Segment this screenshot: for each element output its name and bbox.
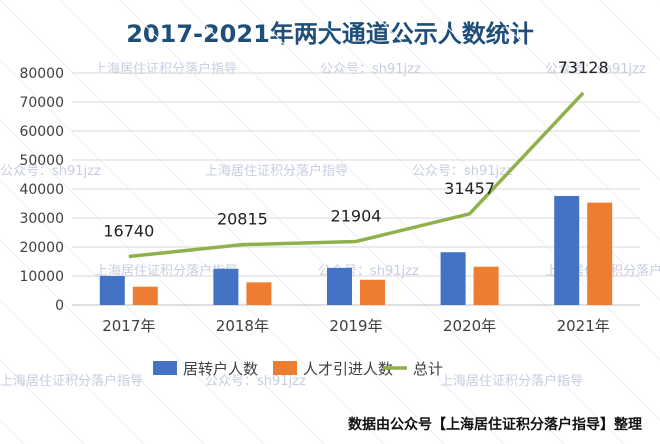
total-line — [128, 91, 585, 259]
watermark-text: 上海居住证积分落户指导 — [205, 163, 348, 179]
watermark-line — [179, 0, 625, 444]
bar — [99, 276, 125, 305]
legend: 居转户人数 人才引进人数 总计 — [153, 360, 443, 378]
y-tick-label: 60000 — [19, 124, 64, 140]
y-tick-label: 10000 — [19, 269, 64, 285]
bar — [473, 266, 499, 305]
y-tick-label: 20000 — [19, 240, 64, 256]
x-axis-ticks: 2017年 2018年 2019年 2020年 2021年 — [102, 317, 610, 335]
total-data-label: 21904 — [331, 206, 382, 225]
bar — [327, 267, 352, 305]
y-tick-label: 80000 — [19, 66, 64, 82]
x-tick-label: 2020年 — [443, 317, 496, 335]
watermark-text: 上海居住证积分落户指导 — [0, 373, 143, 389]
watermark-line — [239, 0, 660, 421]
y-tick-label: 0 — [55, 298, 64, 314]
legend-label: 总计 — [413, 360, 443, 378]
watermark-text: 公众号：sh91jzz — [412, 164, 513, 179]
watermark-line — [539, 0, 660, 121]
x-tick-label: 2018年 — [216, 317, 269, 335]
legend-label: 居转户人数 — [183, 360, 258, 378]
watermark-text: 公众号：sh91jzz — [0, 164, 101, 179]
bar — [246, 282, 272, 305]
watermark-line — [59, 0, 505, 444]
source-note: 数据由公众号【上海居住证积分落户指导】整理 — [348, 417, 642, 433]
watermark-line — [0, 179, 265, 444]
y-tick-label: 50000 — [19, 153, 64, 169]
total-data-label: 31457 — [444, 179, 495, 198]
y-tick-label: 70000 — [19, 95, 64, 111]
watermark-line — [299, 0, 660, 361]
legend-swatch — [273, 361, 297, 375]
watermark-line — [479, 0, 660, 181]
watermark-text: 上海居住证积分落户指导 — [95, 263, 238, 279]
data-labels: 16740 20815 21904 31457 73128 — [103, 58, 608, 241]
watermark-line — [419, 0, 660, 241]
legend-swatch — [153, 361, 177, 375]
legend-label: 人才引进人数 — [303, 360, 393, 378]
bar — [360, 279, 385, 305]
watermark-line — [359, 0, 660, 301]
x-tick-label: 2017年 — [102, 317, 155, 335]
bar — [132, 286, 158, 305]
watermark-line — [0, 119, 325, 444]
x-tick-label: 2021年 — [557, 317, 610, 335]
y-axis-ticks: 0 10000 20000 30000 40000 50000 60000 70000 8000… — [19, 66, 64, 314]
x-tick-label: 2019年 — [329, 317, 382, 335]
bar — [554, 195, 580, 305]
y-tick-label: 30000 — [19, 211, 64, 227]
total-data-label: 20815 — [217, 210, 268, 229]
y-tick-label: 40000 — [19, 182, 64, 198]
total-line-path — [128, 91, 585, 259]
watermark-text: 上海居住证积分落户指导 — [440, 373, 583, 389]
watermark-line — [0, 299, 145, 444]
total-data-label: 73128 — [558, 58, 609, 77]
chart-title: 2017-2021年两大通道公示人数统计 — [126, 20, 534, 48]
watermark-line — [0, 59, 385, 444]
watermark-line — [0, 359, 85, 444]
bar — [440, 252, 466, 305]
bars — [99, 195, 613, 305]
total-data-label: 16740 — [103, 221, 154, 240]
watermark-line — [119, 0, 565, 444]
watermark-text: 公众号：sh91jzz — [205, 374, 306, 389]
watermark-text: 上海居住证积分落户指导 — [94, 61, 237, 77]
bar — [587, 202, 613, 305]
watermark-line — [0, 0, 445, 444]
bar — [213, 268, 239, 305]
watermark-text: 公众号：sh91jzz — [320, 62, 421, 77]
watermark-line — [0, 239, 205, 444]
